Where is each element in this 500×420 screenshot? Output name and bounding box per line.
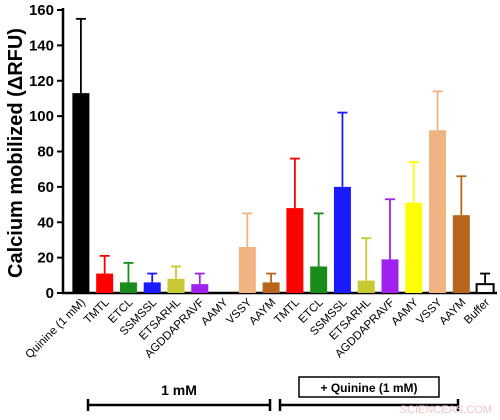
group-label-box — [298, 376, 440, 398]
y-tick-label: 100 — [29, 108, 54, 125]
y-tick-label: 140 — [29, 37, 54, 54]
group-brackets: 1 mM + Quinine (1 mM) — [86, 376, 460, 411]
y-axis-title: Calcium mobilized (ΔRFU) — [5, 28, 27, 278]
watermark: SCIENCEAS.COM — [400, 404, 492, 416]
y-tick-label: 20 — [37, 250, 54, 267]
group-label: 1 mM — [161, 382, 197, 398]
bars — [72, 93, 495, 294]
bar — [262, 282, 280, 293]
bar — [475, 283, 495, 294]
bar — [381, 259, 399, 293]
bar — [357, 280, 375, 293]
bar — [191, 284, 209, 293]
y-tick-label: 120 — [29, 73, 54, 90]
bar — [333, 186, 351, 293]
y-tick-label: 0 — [46, 285, 54, 302]
category-label: AAYM — [438, 297, 469, 328]
group-label: + Quinine (1 mM) — [320, 381, 417, 395]
category-label: Quinine (1 mM) — [23, 297, 88, 362]
y-tick-label: 160 — [29, 2, 54, 19]
bar — [429, 130, 447, 293]
bar — [119, 282, 137, 293]
category-label: TMTL — [272, 296, 302, 326]
y-tick-label: 40 — [37, 214, 54, 231]
error-bars — [75, 17, 491, 285]
bar — [452, 215, 470, 293]
bar — [405, 202, 423, 293]
bar — [167, 278, 185, 293]
category-labels: Quinine (1 mM)TMTLETCLSSMSSLETSARHLAGDDA… — [23, 296, 492, 361]
category-label: AAMY — [199, 296, 231, 328]
category-label: AAMY — [389, 296, 421, 328]
y-tick-label: 80 — [37, 144, 54, 161]
y-ticks: 0 20 40 60 80 100 120 140 160 — [29, 2, 63, 302]
category-label: Buffer — [462, 297, 492, 327]
bar — [96, 273, 114, 293]
bar — [310, 266, 328, 293]
bar — [72, 93, 90, 293]
bar — [286, 208, 304, 293]
bar — [238, 247, 256, 293]
y-tick-label: 60 — [37, 179, 54, 196]
category-label: AAYM — [247, 297, 278, 328]
bar — [143, 282, 161, 293]
category-label: TMTL — [82, 296, 112, 326]
